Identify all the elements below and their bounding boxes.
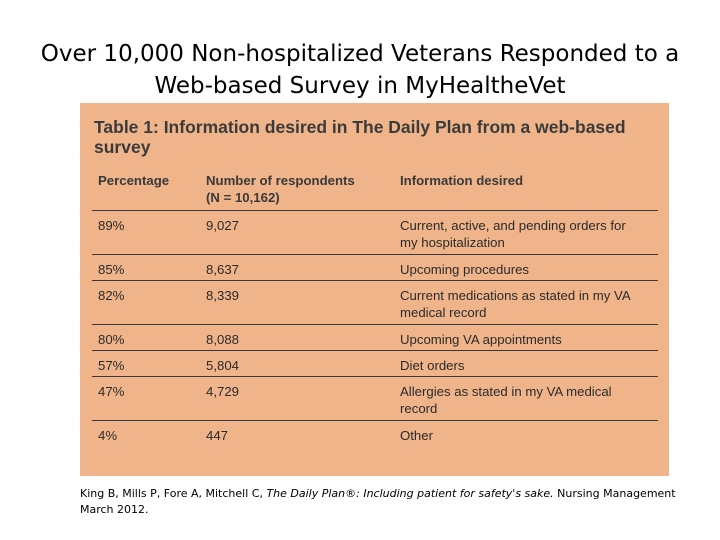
survey-table-figure: Table 1: Information desired in The Dail… [80,103,669,476]
cell-information-line-1: Allergies as stated in my VA medical [400,384,612,399]
table-row: 4% 447 Other [92,421,658,447]
citation-authors: King B, Mills P, Fore A, Mitchell C, [80,487,267,500]
table-row: 82% 8,339 Current medications as stated … [92,281,658,325]
cell-information-line-1: Current medications as stated in my VA [400,288,631,303]
table-row: 85% 8,637 Upcoming procedures [92,255,658,281]
cell-information: Diet orders [400,358,465,373]
slide-title-line-2: Web-based Survey in MyHealtheVet [154,73,566,99]
citation-source: Nursing Management [553,487,676,500]
header-respondents: Number of respondents (N = 10,162) [200,172,394,210]
survey-table: Percentage Number of respondents (N = 10… [92,169,658,447]
cell-percentage: 47% [98,384,125,399]
cell-respondents: 9,027 [206,218,240,233]
cell-information-line-2: my hospitalization [400,235,505,250]
citation: King B, Mills P, Fore A, Mitchell C, The… [80,486,690,518]
cell-information: Upcoming VA appointments [400,332,562,347]
cell-information: Upcoming procedures [400,262,530,277]
citation-work: The Daily Plan®: Including patient for s… [266,487,554,500]
cell-respondents: 8,339 [206,288,240,303]
cell-information-line-2: record [400,401,438,416]
cell-information: Other [400,428,433,443]
header-information: Information desired [400,173,524,188]
cell-information: Current medications as stated in my VA m… [394,287,658,324]
cell-respondents: 447 [206,428,229,443]
cell-percentage: 85% [98,262,125,277]
cell-respondents: 4,729 [206,384,240,399]
citation-date: March 2012. [80,503,149,516]
cell-respondents: 8,637 [206,262,240,277]
cell-information: Current, active, and pending orders for … [394,217,658,254]
table-header-row: Percentage Number of respondents (N = 10… [92,169,658,211]
table-row: 89% 9,027 Current, active, and pending o… [92,211,658,255]
cell-respondents: 8,088 [206,332,240,347]
cell-percentage: 57% [98,358,125,373]
cell-percentage: 82% [98,288,125,303]
header-respondents-line-1: Number of respondents [206,173,355,188]
cell-respondents: 5,804 [206,358,240,373]
cell-information-line-2: medical record [400,305,487,320]
table-caption: Table 1: Information desired in The Dail… [94,117,626,157]
cell-percentage: 89% [98,218,125,233]
cell-information-line-1: Current, active, and pending orders for [400,218,626,233]
slide-title: Over 10,000 Non-hospitalized Veterans Re… [20,38,700,102]
table-row: 57% 5,804 Diet orders [92,351,658,377]
table-row: 80% 8,088 Upcoming VA appointments [92,325,658,351]
cell-percentage: 80% [98,332,125,347]
slide-title-line-1: Over 10,000 Non-hospitalized Veterans Re… [40,41,680,67]
cell-percentage: 4% [98,428,118,443]
header-percentage: Percentage [98,173,170,188]
header-respondents-line-2: (N = 10,162) [206,190,280,205]
cell-information: Allergies as stated in my VA medical rec… [394,383,658,420]
table-row: 47% 4,729 Allergies as stated in my VA m… [92,377,658,421]
